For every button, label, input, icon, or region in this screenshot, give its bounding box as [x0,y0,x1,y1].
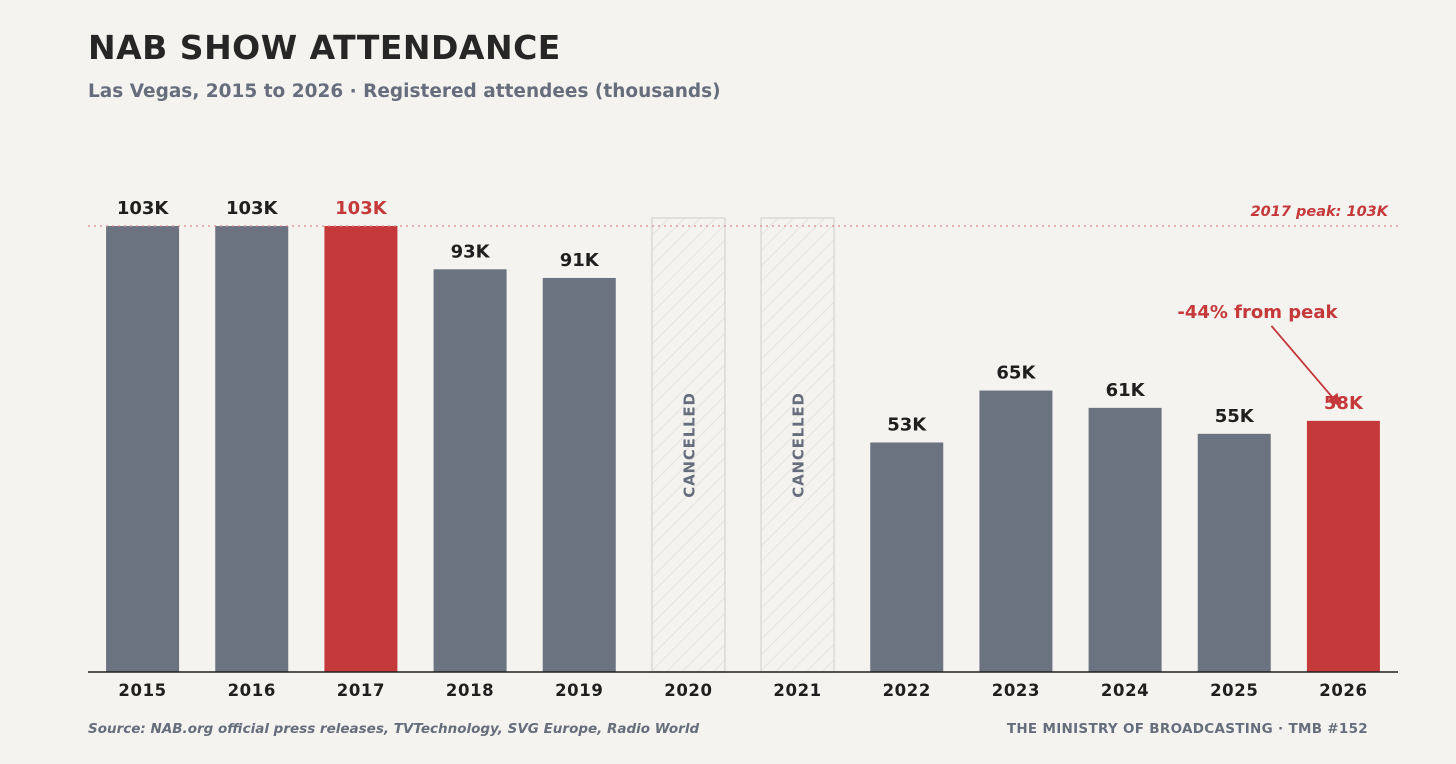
credit-note: THE MINISTRY OF BROADCASTING · TMB #152 [1006,721,1368,737]
value-label-2017: 103K [335,198,388,219]
annotation-layer: -44% from peak [1177,302,1341,407]
bar-2026 [1306,420,1380,672]
annotation-arrow-head [1328,392,1341,407]
value-label-2026: 58K [1324,393,1364,414]
cancelled-label-2020: CANCELLED [680,392,698,497]
bar-2023 [979,390,1053,672]
value-label-2016: 103K [226,198,279,219]
chart-subtitle: Las Vegas, 2015 to 2026 · Registered att… [88,81,721,102]
chart-title: NAB SHOW ATTENDANCE [88,28,561,67]
x-tick-2020: 2020 [664,681,712,700]
peak-reference-label: 2017 peak: 103K [1251,204,1390,220]
bar-2018 [433,269,507,672]
value-label-2024: 61K [1106,380,1146,401]
value-label-2023: 65K [996,363,1036,384]
x-tick-2024: 2024 [1101,681,1149,700]
x-tick-2018: 2018 [446,681,494,700]
reference-layer: 2017 peak: 103K [88,204,1398,227]
x-tick-2022: 2022 [883,681,931,700]
x-tick-2017: 2017 [337,681,385,700]
cancelled-label-2021: CANCELLED [790,392,808,497]
bar-2016 [215,226,289,672]
value-label-2015: 103K [117,198,170,219]
bar-2022 [870,442,944,672]
bar-2024 [1088,407,1162,672]
bars-layer [106,217,1380,673]
value-label-2019: 91K [560,250,600,271]
annotation-arrow-line [1270,325,1337,402]
x-tick-2019: 2019 [555,681,603,700]
bar-2021-cancelled [760,217,835,673]
source-note: Source: NAB.org official press releases,… [88,721,700,737]
annotation-label: -44% from peak [1177,302,1338,323]
bar-2020-cancelled [651,217,726,673]
x-tick-2025: 2025 [1210,681,1258,700]
x-tick-2023: 2023 [992,681,1040,700]
value-label-2022: 53K [887,415,927,436]
bar-2017 [324,226,398,672]
value-label-2018: 93K [451,241,491,262]
labels-layer: 103K 2015 103K 2016 103K 2017 93K 2018 91K 2019 CA… [117,198,1367,700]
bar-2025 [1197,433,1271,672]
bar-2015 [106,226,180,672]
x-tick-2026: 2026 [1319,681,1367,700]
x-tick-2021: 2021 [773,681,821,700]
value-label-2025: 55K [1215,406,1255,427]
x-tick-2015: 2015 [118,681,166,700]
bar-2019 [542,277,616,672]
x-tick-2016: 2016 [228,681,276,700]
